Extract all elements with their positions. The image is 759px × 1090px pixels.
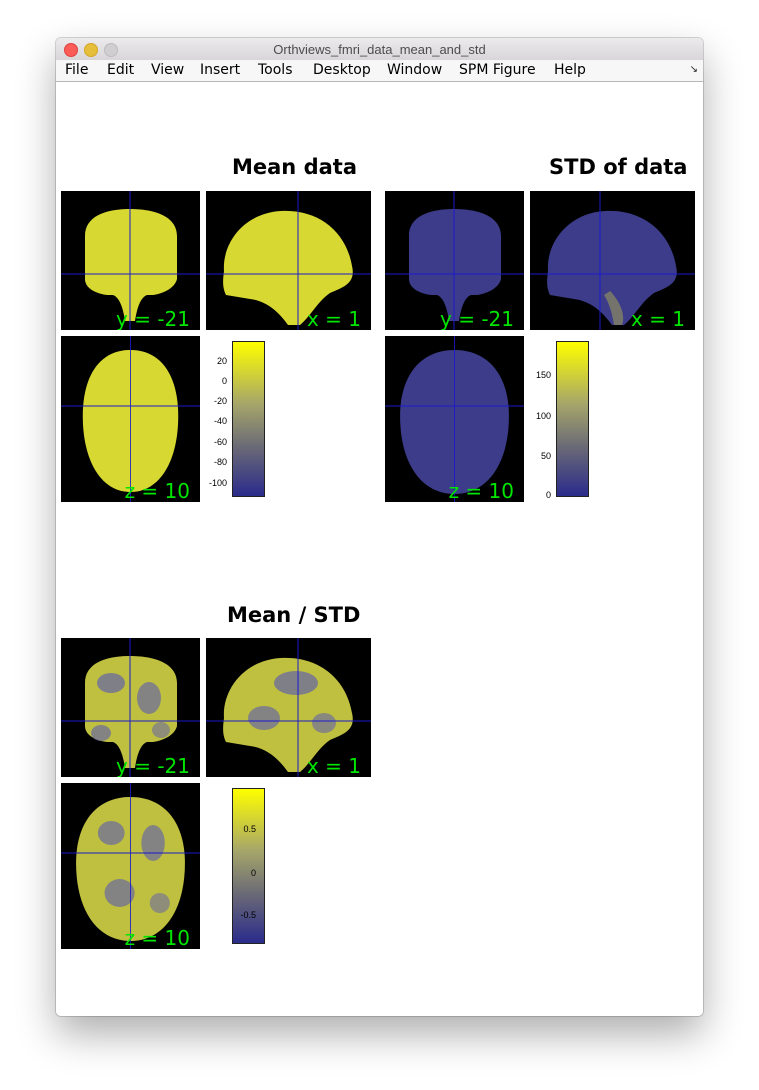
std-panel-title: STD of data bbox=[549, 155, 688, 179]
ratio-sagittal-view[interactable]: x = 1 bbox=[206, 638, 371, 777]
mean-coronal-image bbox=[61, 191, 200, 330]
std-axial-image bbox=[385, 336, 524, 502]
close-window-button[interactable] bbox=[64, 43, 78, 57]
std-colorbar-tick: 50 bbox=[540, 451, 551, 461]
std-axial-coordinate: z = 10 bbox=[448, 479, 514, 502]
menu-window[interactable]: Window bbox=[387, 62, 443, 78]
ratio-coronal-coordinate: y = -21 bbox=[116, 754, 190, 777]
mean-sagittal-view[interactable]: x = 1 bbox=[206, 191, 371, 330]
menu-spm-figure[interactable]: SPM Figure bbox=[459, 62, 536, 78]
ratio-axial-image bbox=[61, 783, 200, 949]
dock-arrow-icon[interactable]: ↘ bbox=[689, 64, 698, 75]
mean-axial-coordinate: z = 10 bbox=[124, 479, 190, 502]
menu-tools[interactable]: Tools bbox=[258, 62, 293, 78]
zoom-window-button[interactable] bbox=[104, 43, 118, 57]
std-sagittal-view[interactable]: x = 1 bbox=[530, 191, 695, 330]
title-bar: Orthviews_fmri_data_mean_and_std bbox=[56, 38, 703, 61]
mean-colorbar-tick: -40 bbox=[213, 416, 227, 426]
ratio-colorbar-tick: -0.5 bbox=[240, 910, 256, 920]
std-coronal-view[interactable]: y = -21 bbox=[385, 191, 524, 330]
ratio-sagittal-coordinate: x = 1 bbox=[306, 754, 361, 777]
ratio-colorbar-tick: 0.5 bbox=[243, 824, 256, 834]
ratio-panel-title: Mean / STD bbox=[227, 603, 361, 627]
mean-sagittal-image bbox=[206, 191, 371, 330]
window-title: Orthviews_fmri_data_mean_and_std bbox=[273, 42, 486, 57]
mean-coronal-view[interactable]: y = -21 bbox=[61, 191, 200, 330]
std-coronal-image bbox=[385, 191, 524, 330]
mean-coronal-coordinate: y = -21 bbox=[116, 307, 190, 330]
figure-window: Orthviews_fmri_data_mean_and_std File Ed… bbox=[56, 38, 703, 1016]
ratio-colorbar-tick: 0 bbox=[250, 868, 256, 878]
std-colorbar-tick: 150 bbox=[535, 370, 551, 380]
menu-insert[interactable]: Insert bbox=[200, 62, 241, 78]
mean-axial-image bbox=[61, 336, 200, 502]
menu-file[interactable]: File bbox=[65, 62, 89, 78]
std-colorbar-tick: 100 bbox=[535, 411, 551, 421]
mean-colorbar-tick: -80 bbox=[213, 457, 227, 467]
menu-bar: File Edit View Insert Tools Desktop Wind… bbox=[56, 60, 703, 82]
ratio-coronal-image bbox=[61, 638, 200, 777]
ratio-coronal-view[interactable]: y = -21 bbox=[61, 638, 200, 777]
menu-desktop[interactable]: Desktop bbox=[313, 62, 371, 78]
menu-help[interactable]: Help bbox=[554, 62, 586, 78]
std-coronal-coordinate: y = -21 bbox=[440, 307, 514, 330]
std-colorbar-tick: 0 bbox=[545, 490, 551, 500]
mean-sagittal-coordinate: x = 1 bbox=[306, 307, 361, 330]
mean-colorbar-tick: -100 bbox=[208, 478, 227, 488]
mean-colorbar bbox=[232, 341, 265, 497]
mean-axial-view[interactable]: z = 10 bbox=[61, 336, 200, 502]
mean-colorbar-tick: -60 bbox=[213, 437, 227, 447]
mean-panel-title: Mean data bbox=[232, 155, 357, 179]
mean-colorbar-tick: 20 bbox=[216, 356, 227, 366]
std-axial-view[interactable]: z = 10 bbox=[385, 336, 524, 502]
menu-view[interactable]: View bbox=[151, 62, 185, 78]
std-sagittal-coordinate: x = 1 bbox=[630, 307, 685, 330]
figure-canvas: Mean data y = -21 x = 1 z = 10 bbox=[56, 82, 703, 1016]
minimize-window-button[interactable] bbox=[84, 43, 98, 57]
ratio-sagittal-image bbox=[206, 638, 371, 777]
mean-colorbar-tick: -20 bbox=[213, 396, 227, 406]
ratio-axial-view[interactable]: z = 10 bbox=[61, 783, 200, 949]
std-colorbar bbox=[556, 341, 589, 497]
ratio-colorbar bbox=[232, 788, 265, 944]
std-sagittal-image bbox=[530, 191, 695, 330]
ratio-axial-coordinate: z = 10 bbox=[124, 926, 190, 949]
mean-colorbar-tick: 0 bbox=[221, 376, 227, 386]
menu-edit[interactable]: Edit bbox=[107, 62, 135, 78]
